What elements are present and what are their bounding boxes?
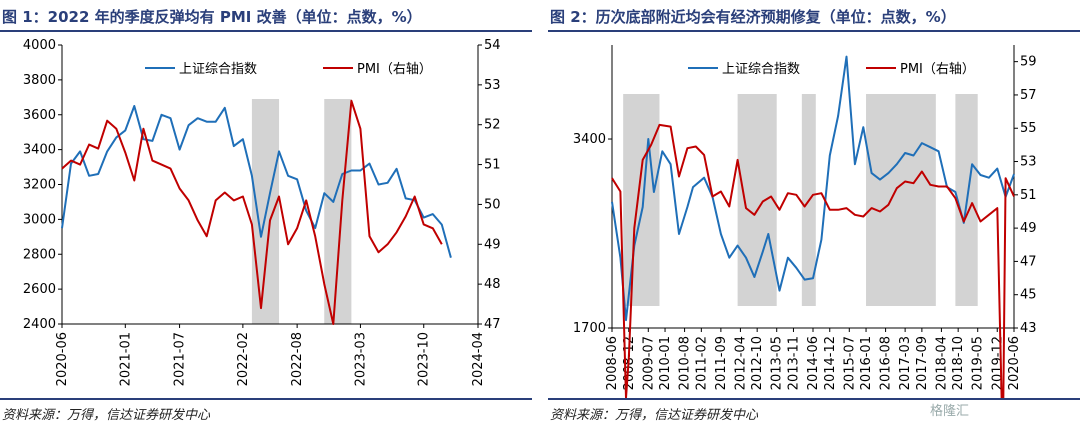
y-right-tick-label: 49 xyxy=(1020,221,1037,236)
shaded-period xyxy=(623,94,660,306)
x-tick-label: 2014-06 xyxy=(806,336,821,390)
x-tick-label: 2017-03 xyxy=(898,336,913,390)
y-right-tick-label: 54 xyxy=(484,38,501,53)
y-left-tick-label: 1700 xyxy=(573,321,606,336)
x-tick-label: 2021-07 xyxy=(173,332,188,386)
x-tick-label: 2018-04 xyxy=(934,336,949,390)
y-right-tick-label: 55 xyxy=(1020,121,1037,136)
y-right-tick-label: 53 xyxy=(1020,155,1037,170)
x-tick-label: 2010-01 xyxy=(658,336,673,390)
y-right-tick-label: 52 xyxy=(484,118,501,133)
y-right-tick-label: 47 xyxy=(484,317,501,332)
y-left-tick-label: 3000 xyxy=(23,212,56,227)
y-right-tick-label: 57 xyxy=(1020,88,1037,103)
x-tick-label: 2011-02 xyxy=(694,336,709,390)
source-rule xyxy=(548,398,1080,400)
x-tick-label: 2009-07 xyxy=(641,336,656,390)
title-rule xyxy=(0,30,532,32)
chart-1-plot: 2400 2600 2800 3000 3200 3400 3600 3800 4000 47 48… xyxy=(23,38,501,386)
x-tick-label: 2020-06 xyxy=(55,332,70,386)
x-tick-label: 2015-07 xyxy=(842,336,857,390)
x-tick-label: 2018-10 xyxy=(951,336,966,390)
title-rule xyxy=(548,30,1080,32)
y-right-tick-label: 49 xyxy=(484,237,501,252)
y-left-tick-label: 3400 xyxy=(573,132,606,147)
x-tick-label: 2022-08 xyxy=(290,332,305,386)
y-right-tick-label: 59 xyxy=(1020,55,1037,70)
y-left-tick-label: 3400 xyxy=(23,143,56,158)
x-tick-label: 2011-09 xyxy=(714,336,729,390)
x-tick-label: 2016-08 xyxy=(879,336,894,390)
shaded-period xyxy=(324,99,352,324)
chart-title: 图 2：历次底部附近均会有经济预期修复（单位：点数，%） xyxy=(550,8,956,26)
x-tick-label: 2020-06 xyxy=(1007,336,1022,390)
chart-panel-1: 图 1：2022 年的季度反弹均有 PMI 改善（单位：点数，%） 2400 26… xyxy=(0,0,532,430)
x-tick-label: 2021-01 xyxy=(118,332,133,386)
x-tick-label: 2016-01 xyxy=(859,336,874,390)
x-tick-label: 2013-05 xyxy=(770,336,785,390)
x-tick-label: 2023-10 xyxy=(417,332,432,386)
shaded-period xyxy=(737,94,777,306)
y-left-tick-label: 3200 xyxy=(23,178,56,193)
index-series-line xyxy=(61,105,452,258)
shaded-period xyxy=(866,94,936,306)
x-tick-label: 2014-12 xyxy=(823,336,838,390)
y-left-tick-label: 3800 xyxy=(23,73,56,88)
legend-label: 上证综合指数 xyxy=(179,62,257,77)
y-left-tick-label: 2800 xyxy=(23,247,56,262)
y-left-tick-label: 3600 xyxy=(23,108,56,123)
source-rule xyxy=(0,398,532,400)
index-series-line xyxy=(611,55,1015,322)
pmi-series-line xyxy=(61,99,443,325)
x-tick-label: 2012-10 xyxy=(750,336,765,390)
y-right-tick-label: 47 xyxy=(1020,254,1037,269)
chart-panel-2: 图 2：历次底部附近均会有经济预期修复（单位：点数，%） 1700 3400 43 4… xyxy=(548,0,1080,430)
source-note: 资料来源：万得，信达证券研发中心 xyxy=(550,408,759,423)
y-right-tick-label: 45 xyxy=(1020,288,1037,303)
source-note: 资料来源：万得，信达证券研发中心 xyxy=(2,408,211,423)
y-left-tick-label: 2400 xyxy=(23,317,56,332)
y-right-tick-label: 50 xyxy=(484,197,501,212)
x-tick-label: 2024-04 xyxy=(471,332,486,386)
watermark: 格隆汇 xyxy=(930,404,970,419)
x-tick-label: 2023-03 xyxy=(353,332,368,386)
legend-label: PMI（右轴） xyxy=(357,62,432,77)
x-tick-label: 2012-04 xyxy=(733,336,748,390)
legend-label: 上证综合指数 xyxy=(722,62,800,77)
y-left-tick-label: 2600 xyxy=(23,282,56,297)
y-right-tick-label: 43 xyxy=(1020,321,1037,336)
x-tick-label: 2017-09 xyxy=(915,336,930,390)
x-tick-label: 2022-02 xyxy=(236,332,251,386)
legend-label: PMI（右轴） xyxy=(900,62,975,77)
x-tick-label: 2019-05 xyxy=(971,336,986,390)
chart-title: 图 1：2022 年的季度反弹均有 PMI 改善（单位：点数，%） xyxy=(2,8,422,26)
x-tick-label: 2013-11 xyxy=(786,336,801,390)
pmi-series-line xyxy=(611,123,1015,398)
y-right-tick-label: 51 xyxy=(484,158,501,173)
x-tick-label: 2008-06 xyxy=(605,336,620,390)
y-left-tick-label: 4000 xyxy=(23,38,56,53)
y-right-tick-label: 53 xyxy=(484,78,501,93)
x-tick-label: 2010-08 xyxy=(678,336,693,390)
y-right-tick-label: 48 xyxy=(484,277,501,292)
y-right-tick-label: 51 xyxy=(1020,188,1037,203)
